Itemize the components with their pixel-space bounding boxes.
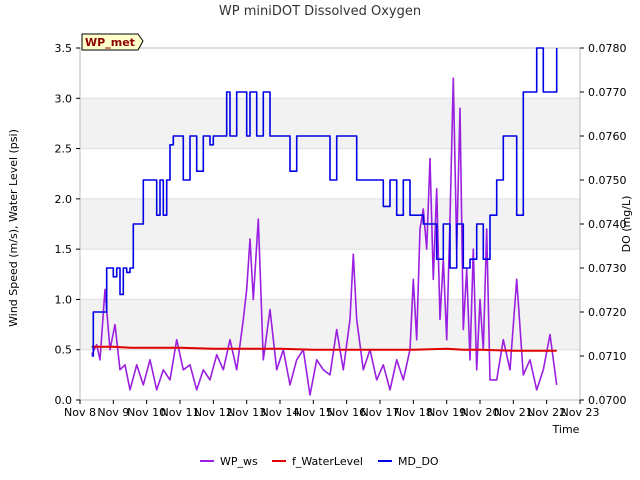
y-right-tick-label: 0.0780 (588, 42, 627, 55)
x-axis-label: Time (552, 423, 580, 436)
x-tick-label: Nov 18 (394, 406, 433, 419)
x-tick-label: Nov 8 (64, 406, 96, 419)
y-right-tick-label: 0.0710 (588, 350, 627, 363)
legend-label: MD_DO (398, 455, 439, 468)
y-right-tick-label: 0.0730 (588, 262, 627, 275)
x-tick-label: Nov 16 (327, 406, 366, 419)
series-line-md-do (91, 47, 558, 357)
y-right-tick-label: 0.0700 (588, 394, 627, 407)
legend-label: f_WaterLevel (292, 455, 363, 468)
x-tick-label: Nov 17 (361, 406, 400, 419)
x-tick-label: Nov 14 (261, 406, 300, 419)
right-y-axis: 0.0700 0.0710 0.0720 0.0730 0.0740 0.0750 0.07… (580, 42, 627, 407)
x-tick-label: Nov 19 (427, 406, 466, 419)
grid-band (80, 299, 580, 350)
x-tick-label: Nov 20 (461, 406, 500, 419)
site-label: WP_met (85, 36, 135, 49)
grid-band (80, 198, 580, 250)
x-tick-label: Nov 21 (494, 406, 533, 419)
legend: WP_ws f_WaterLevel MD_DO (200, 455, 439, 468)
x-tick-label: Nov 15 (294, 406, 333, 419)
y-right-tick-label: 0.0770 (588, 86, 627, 99)
y-right-tick-label: 0.0750 (588, 174, 627, 187)
right-y-axis-label: DO (mg/L) (620, 196, 633, 253)
y-left-tick-label: 1.5 (55, 243, 73, 256)
y-left-tick-label: 2.5 (55, 143, 73, 156)
site-label-box: WP_met (81, 33, 144, 51)
grid-band (80, 48, 580, 99)
x-tick-label: Nov 10 (127, 406, 166, 419)
x-tick-label: Nov 12 (194, 406, 233, 419)
legend-label: WP_ws (220, 455, 258, 468)
y-right-tick-label: 0.0740 (588, 218, 627, 231)
y-left-tick-label: 3.0 (55, 92, 73, 105)
y-left-tick-label: 3.5 (55, 42, 73, 55)
y-right-tick-label: 0.0760 (588, 130, 627, 143)
series-line-f-waterlevel (91, 345, 557, 352)
chart-title: WP miniDOT Dissolved Oxygen (219, 4, 421, 19)
grid-band (80, 249, 580, 300)
y-left-tick-label: 2.0 (55, 193, 73, 206)
y-left-tick-label: 0.5 (55, 344, 73, 357)
y-left-tick-label: 0.0 (55, 394, 73, 407)
x-tick-label: Nov 9 (97, 406, 129, 419)
series-line-wp-ws (90, 77, 558, 396)
series-layer (90, 47, 558, 396)
x-tick-label: Nov 23 (561, 406, 600, 419)
x-tick-label: Nov 13 (227, 406, 266, 419)
x-tick-label: Nov 11 (161, 406, 200, 419)
y-left-tick-label: 1.0 (55, 293, 73, 306)
x-tick-label: Nov 22 (527, 406, 566, 419)
left-y-axis: 0.0 0.5 1.0 1.5 2.0 2.5 3.0 3.5 (55, 42, 80, 407)
y-right-tick-label: 0.0720 (588, 306, 627, 319)
left-y-axis-label: Wind Speed (m/s), Water Level (psi) (7, 129, 20, 327)
